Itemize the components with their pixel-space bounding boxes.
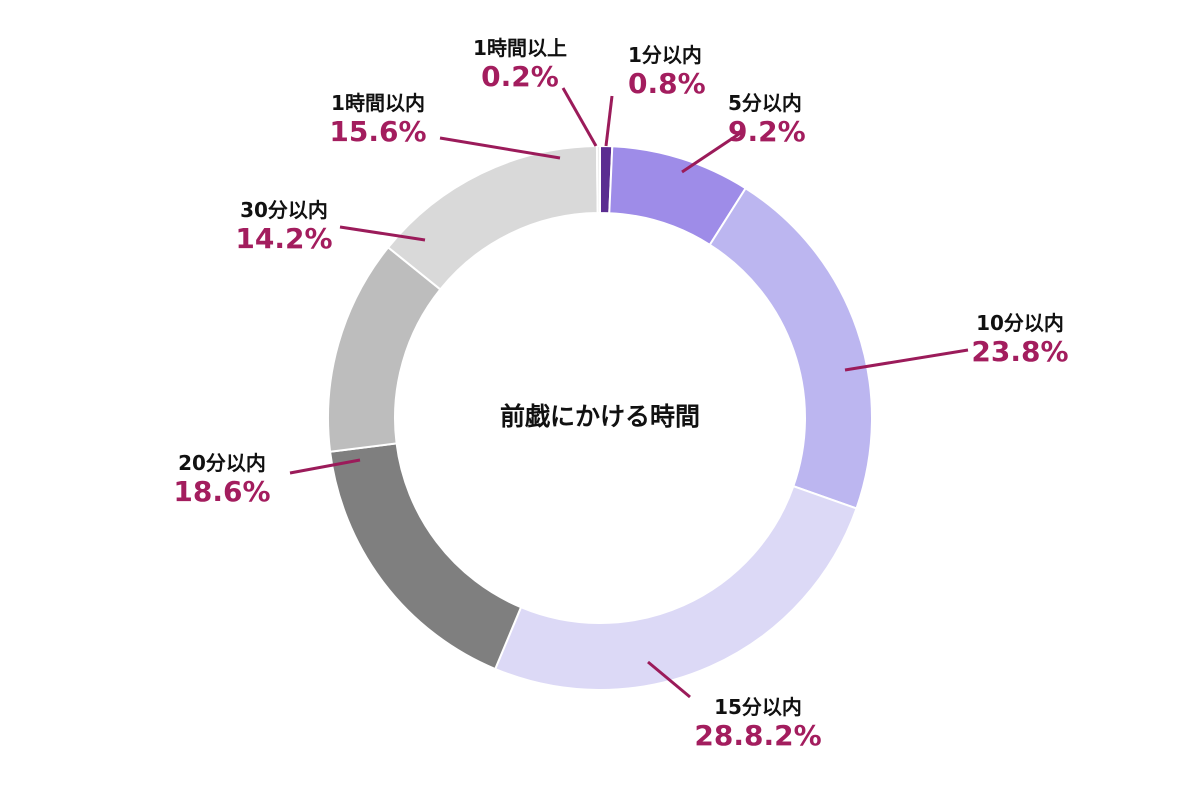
value-label-3: 23.8% bbox=[971, 335, 1068, 368]
donut-slice-8 bbox=[595, 144, 601, 215]
category-label-7: 1時間以内 bbox=[331, 91, 425, 115]
value-label-7: 15.6% bbox=[329, 115, 426, 148]
donut-slice-4 bbox=[493, 484, 858, 691]
donut-slice-7 bbox=[386, 145, 599, 291]
leader-line-4 bbox=[647, 660, 691, 699]
value-label-6: 14.2% bbox=[235, 222, 332, 255]
value-label-5: 18.6% bbox=[173, 475, 270, 508]
leader-line-2 bbox=[681, 130, 743, 174]
value-label-2: 9.2% bbox=[728, 115, 806, 148]
category-label-1: 1分以内 bbox=[628, 43, 702, 67]
leader-line-1 bbox=[604, 95, 614, 147]
value-label-4: 28.8.2% bbox=[694, 719, 821, 752]
category-label-2: 5分以内 bbox=[728, 91, 802, 115]
category-label-5: 20分以内 bbox=[178, 451, 266, 475]
chart-title: 前戯にかける時間 bbox=[500, 402, 700, 431]
value-label-8: 0.2% bbox=[481, 60, 559, 93]
category-label-3: 10分以内 bbox=[976, 311, 1064, 335]
leader-line-7 bbox=[439, 136, 561, 160]
leader-line-group bbox=[289, 87, 969, 699]
donut-slice-5 bbox=[328, 442, 523, 671]
value-label-1: 0.8% bbox=[628, 67, 706, 100]
category-label-6: 30分以内 bbox=[240, 198, 328, 222]
leader-line-3 bbox=[844, 348, 969, 372]
donut-slice-6 bbox=[327, 245, 442, 453]
slice-group bbox=[327, 144, 873, 691]
category-label-4: 15分以内 bbox=[714, 695, 802, 719]
leader-line-6 bbox=[339, 225, 426, 242]
category-label-8: 1時間以上 bbox=[473, 36, 567, 60]
leader-line-5 bbox=[289, 458, 361, 475]
donut-slice-3 bbox=[708, 186, 873, 510]
leader-line-8 bbox=[561, 87, 598, 147]
